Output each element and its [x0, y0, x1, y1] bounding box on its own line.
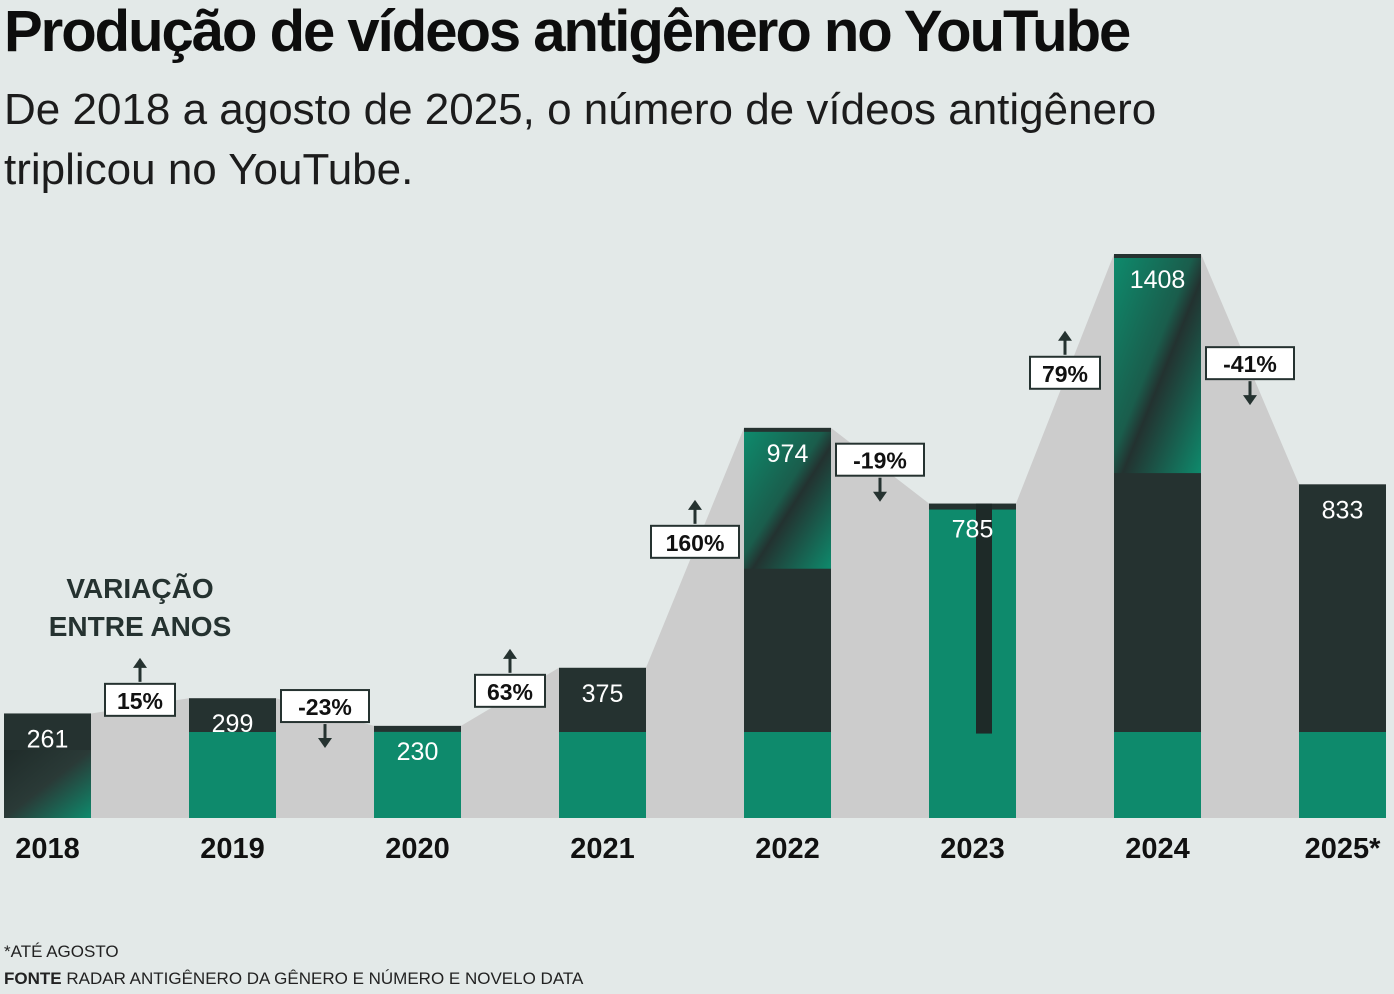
bar-value-label: 974 — [767, 440, 809, 468]
arrow-down-icon-head — [318, 738, 332, 749]
change-value: -41% — [1223, 351, 1277, 377]
variation-area-shape — [4, 254, 1386, 818]
bar-texture — [4, 750, 91, 818]
change-badge-box — [650, 524, 740, 559]
bars-group: 261 2018 299 2019 230 2020 375 2021 974 2022 785 20… — [4, 254, 1386, 865]
change-badge-box — [1029, 355, 1101, 390]
bar-chart: 261 2018 299 2019 230 2020 375 2021 974 2022 785 20… — [4, 254, 1386, 865]
bar-texture — [374, 731, 461, 818]
change-badge-box — [474, 673, 546, 708]
bar-texture-streak — [976, 503, 992, 734]
change-badge: 160% — [650, 499, 740, 559]
change-value: 63% — [487, 679, 533, 705]
source-label: FONTE — [4, 969, 62, 988]
category-label: 2021 — [570, 833, 635, 865]
change-badge-box — [104, 682, 176, 717]
arrow-up-icon-head — [503, 648, 517, 659]
arrow-up-icon-head — [688, 499, 702, 510]
bar-2019: 299 — [189, 698, 276, 818]
bar-texture — [744, 431, 831, 569]
change-badges-group: 15% -23% 63% 160% -19% 79% -41% — [104, 330, 1295, 749]
bar-texture — [1299, 732, 1386, 818]
change-badge-box — [835, 442, 925, 477]
change-badge: 79% — [1029, 330, 1101, 390]
bar-value-label: 1408 — [1130, 266, 1186, 294]
category-label: 2024 — [1125, 833, 1190, 865]
chart-subtitle: De 2018 a agosto de 2025, o número de ví… — [4, 85, 1157, 194]
category-label: 2020 — [385, 833, 450, 865]
arrow-up-icon-head — [1058, 330, 1072, 341]
bar-2021: 375 — [559, 667, 646, 818]
bar-value-label: 375 — [582, 680, 624, 708]
bar-value-label: 833 — [1322, 496, 1364, 524]
bar-value-label: 299 — [212, 710, 254, 738]
change-value: 160% — [666, 530, 725, 556]
arrow-up-icon-head — [133, 657, 147, 668]
change-badge: -23% — [280, 689, 370, 749]
bar-2025*: 833 — [1299, 484, 1386, 818]
source-text: RADAR ANTIGÊNERO DA GÊNERO E NÚMERO E NO… — [66, 969, 584, 988]
chart-title: Produção de vídeos antigênero no YouTube — [4, 0, 1131, 64]
change-badge-box — [1205, 346, 1295, 381]
bar-2024: 1408 — [1114, 254, 1201, 818]
change-badge: -41% — [1205, 346, 1295, 406]
change-value: 79% — [1042, 361, 1088, 387]
category-label: 2018 — [15, 833, 80, 865]
arrow-down-icon-head — [1243, 395, 1257, 406]
category-label: 2023 — [940, 833, 1005, 865]
change-value: -23% — [298, 694, 352, 720]
change-badge-box — [280, 689, 370, 724]
arrow-down-icon-head — [873, 491, 887, 502]
bar-texture — [1114, 258, 1201, 474]
bar-2020: 230 — [374, 725, 461, 818]
bar-texture — [744, 732, 831, 818]
bar-value-label: 230 — [397, 738, 439, 766]
bar-2018: 261 — [4, 713, 91, 818]
change-badge: 15% — [104, 657, 176, 717]
bar-2022: 974 — [744, 427, 831, 818]
change-badge: 63% — [474, 648, 546, 708]
change-value: -19% — [853, 448, 907, 474]
change-value: 15% — [117, 688, 163, 714]
source-note: FONTE RADAR ANTIGÊNERO DA GÊNERO E NÚMER… — [4, 969, 583, 989]
bar-value-label: 785 — [952, 516, 994, 544]
footnote: *ATÉ AGOSTO — [4, 942, 119, 961]
bar-2023: 785 — [929, 503, 1016, 818]
category-label: 2022 — [755, 833, 820, 865]
variation-label-line2: ENTRE ANOS — [49, 611, 232, 642]
variation-label-line1: VARIAÇÃO — [66, 573, 213, 604]
bar-texture — [559, 732, 646, 818]
bar-texture — [929, 509, 1016, 818]
category-label: 2019 — [200, 833, 265, 865]
bar-texture — [1114, 732, 1201, 818]
variation-area — [4, 254, 1386, 818]
category-label: 2025* — [1305, 833, 1382, 865]
bar-texture — [189, 732, 276, 818]
bar-value-label: 261 — [27, 725, 69, 753]
change-badge: -19% — [835, 442, 925, 502]
